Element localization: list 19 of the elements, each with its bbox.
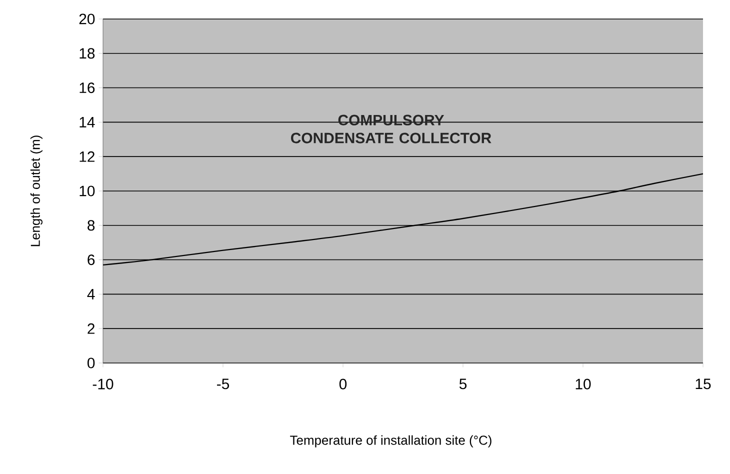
x-axis-title: Temperature of installation site (°C) [290,435,492,448]
x-tick-label: -10 [92,378,114,390]
y-tick-label: 2 [88,323,94,334]
x-tick-label: 5 [459,378,467,390]
x-tick-label: 0 [339,378,347,390]
y-tick-label: 20 [79,14,95,24]
y-tick-label: 12 [80,151,94,162]
y-tick-label: 4 [87,289,95,300]
y-tick-label: 6 [88,254,95,266]
y-tick-label: 8 [88,220,95,231]
y-axis-title: Length of outlet (m) [30,136,42,246]
x-tick-label: 10 [576,378,591,390]
x-tick-label: -5 [217,378,230,390]
y-tick-label: 16 [80,82,95,94]
y-tick-label: 14 [80,117,95,128]
y-tick-label: 18 [80,48,95,59]
y-tick-label: 0 [88,358,95,368]
x-tick-label: 15 [696,378,711,390]
y-tick-label: 10 [80,186,95,196]
